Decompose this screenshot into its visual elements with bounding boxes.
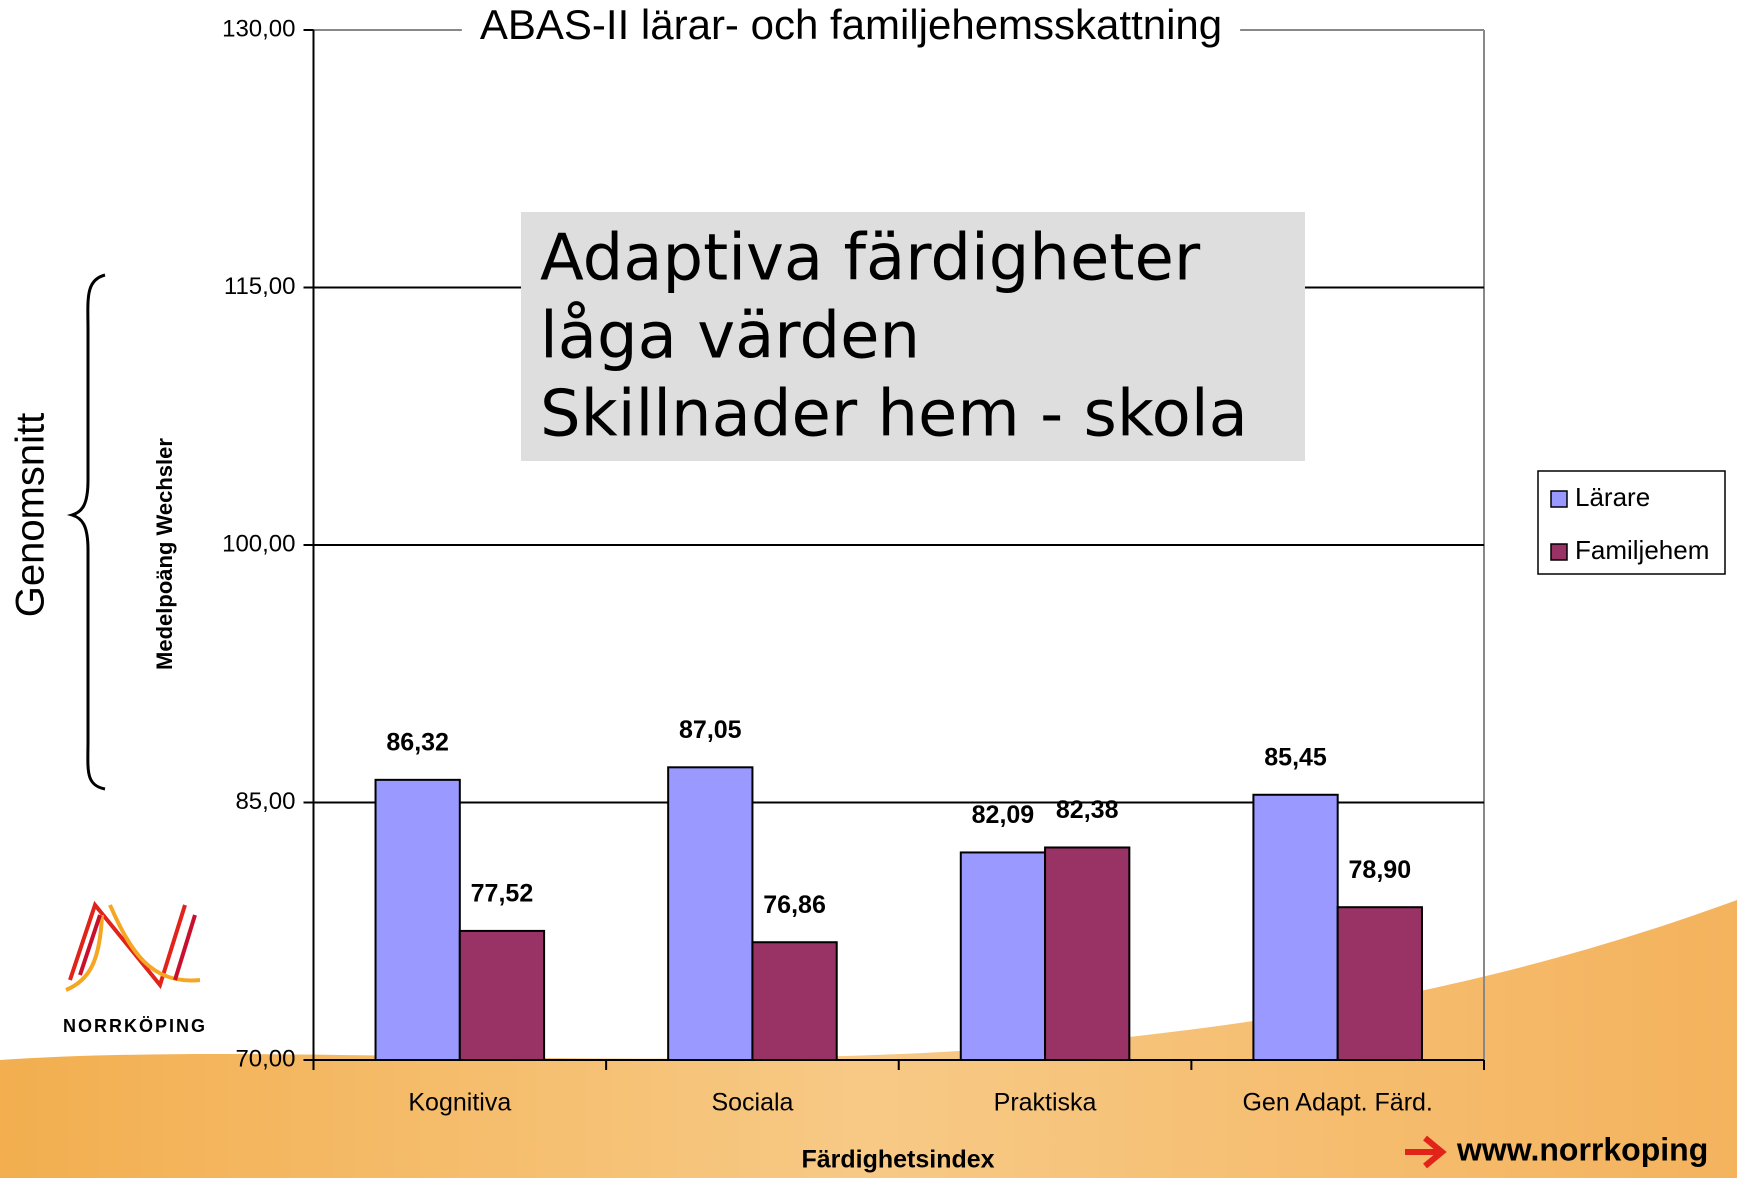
- value-label: 78,90: [1349, 856, 1412, 884]
- bar: [1253, 795, 1337, 1060]
- logo-text: NORRKÖPING: [63, 1016, 207, 1036]
- annotation-line: låga värden: [540, 300, 920, 374]
- bar: [1045, 847, 1129, 1060]
- legend-swatch: [1551, 544, 1567, 560]
- x-tick-label: Praktiska: [994, 1089, 1097, 1117]
- legend-swatch: [1551, 491, 1567, 507]
- x-tick-label: Sociala: [711, 1089, 793, 1117]
- value-label: 82,38: [1056, 796, 1119, 824]
- value-label: 86,32: [386, 728, 449, 756]
- brace: [72, 275, 105, 789]
- legend-label: Familjehem: [1575, 535, 1709, 565]
- value-label: 77,52: [471, 880, 534, 908]
- bar: [376, 780, 460, 1060]
- logo: [66, 905, 200, 990]
- y-tick-label: 130,00: [222, 15, 295, 42]
- y-tick-label: 100,00: [222, 530, 295, 557]
- legend-label: Lärare: [1575, 482, 1650, 512]
- chart-title: ABAS-II lärar- och familjehemsskattning: [480, 1, 1222, 48]
- legend: Lärare Familjehem: [1538, 471, 1725, 574]
- y-tick-label: 70,00: [235, 1045, 295, 1072]
- value-label: 87,05: [679, 716, 742, 744]
- bar: [752, 942, 836, 1060]
- x-tick-label: Kognitiva: [408, 1089, 511, 1117]
- bar: [1338, 907, 1422, 1060]
- value-label: 82,09: [972, 801, 1035, 829]
- slide: 70,00 85,00 100,00 115,00 130,00 Kognitiva 86,…: [0, 0, 1737, 1178]
- bracket-label: Genomsnitt: [9, 413, 53, 618]
- bar: [460, 931, 544, 1060]
- bar: [961, 852, 1045, 1060]
- annotation-line: Skillnader hem - skola: [540, 378, 1248, 452]
- y-tick-label: 115,00: [224, 273, 296, 300]
- value-label: 76,86: [763, 891, 826, 919]
- footer-url: www.norrkoping: [1456, 1131, 1708, 1167]
- annotation-line: Adaptiva färdigheter: [540, 222, 1201, 296]
- y-tick-label: 85,00: [235, 788, 295, 815]
- y-axis-label: Medelpoäng Wechsler: [152, 438, 177, 670]
- value-label: 85,45: [1264, 743, 1327, 771]
- x-tick-label: Gen Adapt. Färd.: [1242, 1089, 1432, 1117]
- bar: [668, 767, 752, 1060]
- x-axis-label: Färdighetsindex: [801, 1146, 994, 1174]
